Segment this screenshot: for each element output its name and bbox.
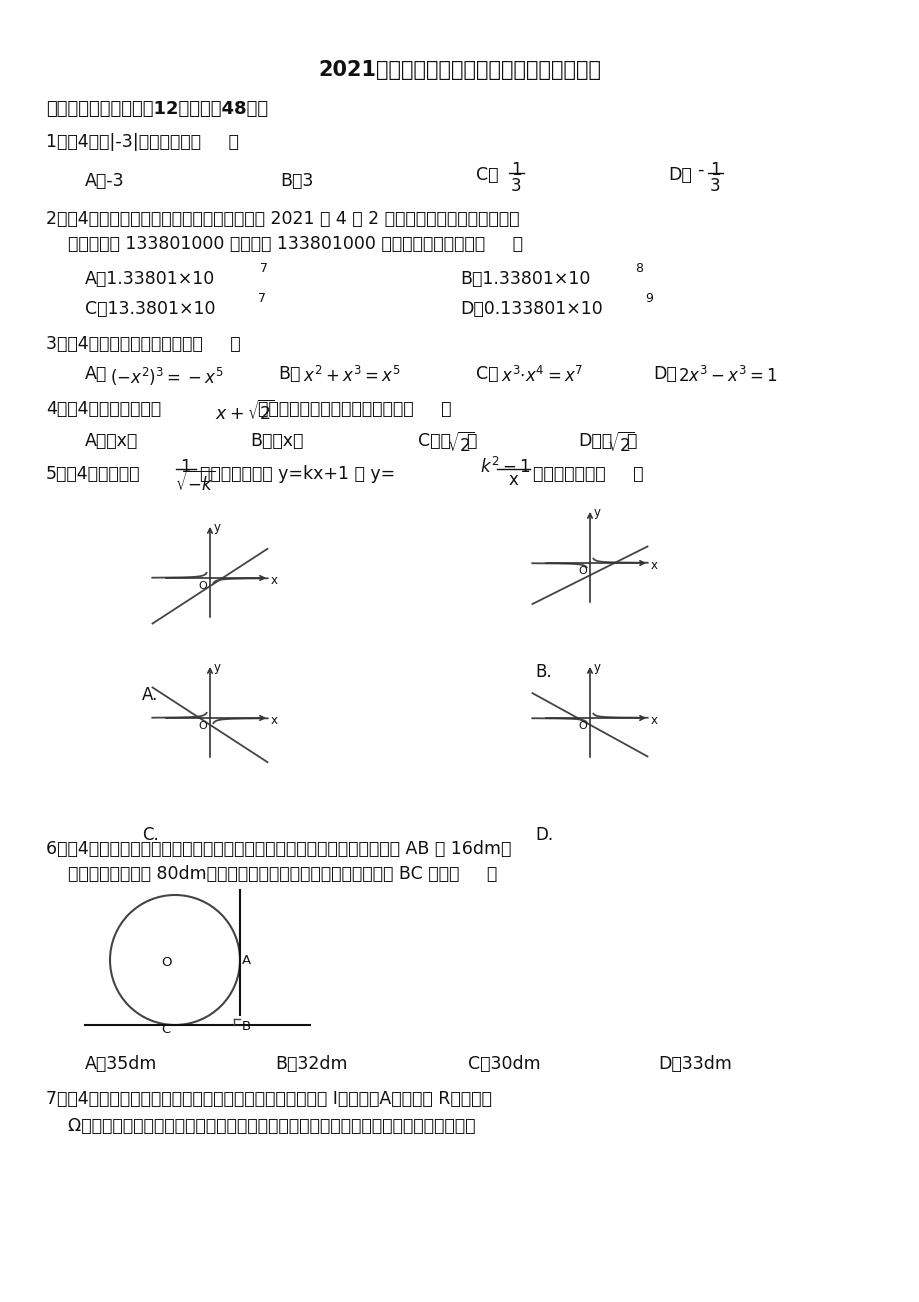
Text: 3: 3 bbox=[510, 177, 521, 195]
Text: 9: 9 bbox=[644, 292, 652, 305]
Text: B．比x小: B．比x小 bbox=[250, 432, 303, 450]
Text: A．-3: A．-3 bbox=[85, 172, 124, 190]
Text: $\sqrt{-k}$: $\sqrt{-k}$ bbox=[175, 471, 215, 495]
Text: B.: B. bbox=[535, 663, 551, 681]
Text: 7: 7 bbox=[260, 262, 267, 275]
Text: $2x^3-x^3=1$: $2x^3-x^3=1$ bbox=[677, 366, 777, 387]
Text: 冠病毒疫苗 133801000 剂次，将 133801000 用科学记数法表示为（     ）: 冠病毒疫苗 133801000 剂次，将 133801000 用科学记数法表示为… bbox=[46, 234, 522, 253]
Text: D.: D. bbox=[535, 825, 552, 844]
Text: $\sqrt{2}$: $\sqrt{2}$ bbox=[607, 432, 634, 456]
Text: C．13.3801×10: C．13.3801×10 bbox=[85, 299, 215, 318]
Text: x: x bbox=[651, 559, 657, 572]
Text: 6．（4分）如图，王老师将汽车停放置在地面台阶直角处，他测量了台阶高 AB 为 16dm，: 6．（4分）如图，王老师将汽车停放置在地面台阶直角处，他测量了台阶高 AB 为 … bbox=[46, 840, 511, 858]
Text: y: y bbox=[214, 521, 221, 534]
Text: $x^2+x^3=x^5$: $x^2+x^3=x^5$ bbox=[302, 366, 400, 387]
Text: 1．（4分）|-3|的相反数是（     ）: 1．（4分）|-3|的相反数是（ ） bbox=[46, 133, 239, 151]
Text: C．30dm: C．30dm bbox=[468, 1055, 540, 1073]
Text: O: O bbox=[162, 956, 172, 969]
Text: A．比x大: A．比x大 bbox=[85, 432, 138, 450]
Text: D．: D． bbox=[667, 165, 691, 184]
Text: y: y bbox=[594, 661, 600, 674]
Text: $x+\sqrt{2}$: $x+\sqrt{2}$ bbox=[215, 400, 275, 424]
Text: B: B bbox=[242, 1019, 251, 1032]
Text: D．33dm: D．33dm bbox=[657, 1055, 732, 1073]
Text: x: x bbox=[271, 574, 278, 587]
Text: y: y bbox=[594, 506, 600, 519]
Text: 2．（4分）根据国家卫健委最新数据，截至到 2021 年 4 月 2 日，全国各地累计报告接种新: 2．（4分）根据国家卫健委最新数据，截至到 2021 年 4 月 2 日，全国各… bbox=[46, 210, 519, 228]
Text: C．比: C．比 bbox=[417, 432, 450, 450]
Text: 3．（4分）下列运算正确的是（     ）: 3．（4分）下列运算正确的是（ ） bbox=[46, 335, 241, 353]
Text: $k^2-1$: $k^2-1$ bbox=[479, 457, 529, 477]
Text: 7: 7 bbox=[257, 292, 266, 305]
Text: x: x bbox=[507, 471, 517, 490]
Text: C.: C. bbox=[142, 825, 159, 844]
Text: 4．（4分）关于代数式: 4．（4分）关于代数式 bbox=[46, 400, 161, 418]
Text: 5．（4分）若式子: 5．（4分）若式子 bbox=[46, 465, 141, 483]
Text: C: C bbox=[161, 1023, 170, 1036]
Text: O: O bbox=[577, 721, 586, 730]
Text: 2021年山东省德州市德城区中考数学二模试卷: 2021年山东省德州市德城区中考数学二模试卷 bbox=[318, 60, 601, 79]
Text: 1: 1 bbox=[510, 161, 521, 178]
Text: O: O bbox=[577, 566, 586, 575]
Text: 汽车轮胎的直径为 80dm，请你计算直角顶点到轮胎与底面接触点 BC 长为（     ）: 汽车轮胎的直径为 80dm，请你计算直角顶点到轮胎与底面接触点 BC 长为（ ） bbox=[46, 865, 496, 883]
Text: D．0.133801×10: D．0.133801×10 bbox=[460, 299, 602, 318]
Text: 小: 小 bbox=[625, 432, 636, 450]
Text: 大: 大 bbox=[466, 432, 476, 450]
Text: 的图象可能是（     ）: 的图象可能是（ ） bbox=[532, 465, 642, 483]
Text: 1: 1 bbox=[179, 458, 190, 477]
Text: -: - bbox=[696, 161, 702, 178]
Text: C．: C． bbox=[475, 165, 498, 184]
Text: 8: 8 bbox=[634, 262, 642, 275]
Text: 的结果，下列说法一定正确的是（     ）: 的结果，下列说法一定正确的是（ ） bbox=[257, 400, 451, 418]
Text: 7．（4分）已知蓄电池的电压为定值，使用蓄电池时，电流 I（单位：A）与电阻 R（单位：: 7．（4分）已知蓄电池的电压为定值，使用蓄电池时，电流 I（单位：A）与电阻 R… bbox=[46, 1090, 492, 1108]
Text: O: O bbox=[198, 581, 207, 591]
Text: y: y bbox=[214, 661, 221, 674]
Text: B．1.33801×10: B．1.33801×10 bbox=[460, 270, 590, 288]
Text: 3: 3 bbox=[709, 177, 720, 195]
Text: D．: D． bbox=[652, 365, 676, 383]
Text: 一、选择题（本大题共12小题，共48分）: 一、选择题（本大题共12小题，共48分） bbox=[46, 100, 267, 118]
Text: B．3: B．3 bbox=[279, 172, 313, 190]
Text: $x^3{\cdot}x^4=x^7$: $x^3{\cdot}x^4=x^7$ bbox=[501, 366, 583, 387]
Text: D．比: D．比 bbox=[577, 432, 611, 450]
Text: B．32dm: B．32dm bbox=[275, 1055, 347, 1073]
Text: A: A bbox=[242, 954, 251, 967]
Text: B．: B． bbox=[278, 365, 300, 383]
Text: A．35dm: A．35dm bbox=[85, 1055, 157, 1073]
Text: x: x bbox=[271, 713, 278, 727]
Text: x: x bbox=[651, 713, 657, 727]
Text: $(-x^2)^3=-x^5$: $(-x^2)^3=-x^5$ bbox=[110, 366, 223, 388]
Text: A．1.33801×10: A．1.33801×10 bbox=[85, 270, 215, 288]
Text: $\sqrt{2}$: $\sqrt{2}$ bbox=[447, 432, 474, 456]
Text: 有意义，则函数 y=kx+1 和 y=: 有意义，则函数 y=kx+1 和 y= bbox=[199, 465, 395, 483]
Text: C．: C． bbox=[475, 365, 498, 383]
Text: Ω）是反比例函数关系，它的图象如图所示，如果以此蓄电池为电源的用电器的限制电流: Ω）是反比例函数关系，它的图象如图所示，如果以此蓄电池为电源的用电器的限制电流 bbox=[46, 1117, 475, 1135]
Text: A．: A． bbox=[85, 365, 108, 383]
Text: O: O bbox=[198, 721, 207, 730]
Text: 1: 1 bbox=[709, 161, 720, 178]
Text: A.: A. bbox=[142, 686, 158, 704]
